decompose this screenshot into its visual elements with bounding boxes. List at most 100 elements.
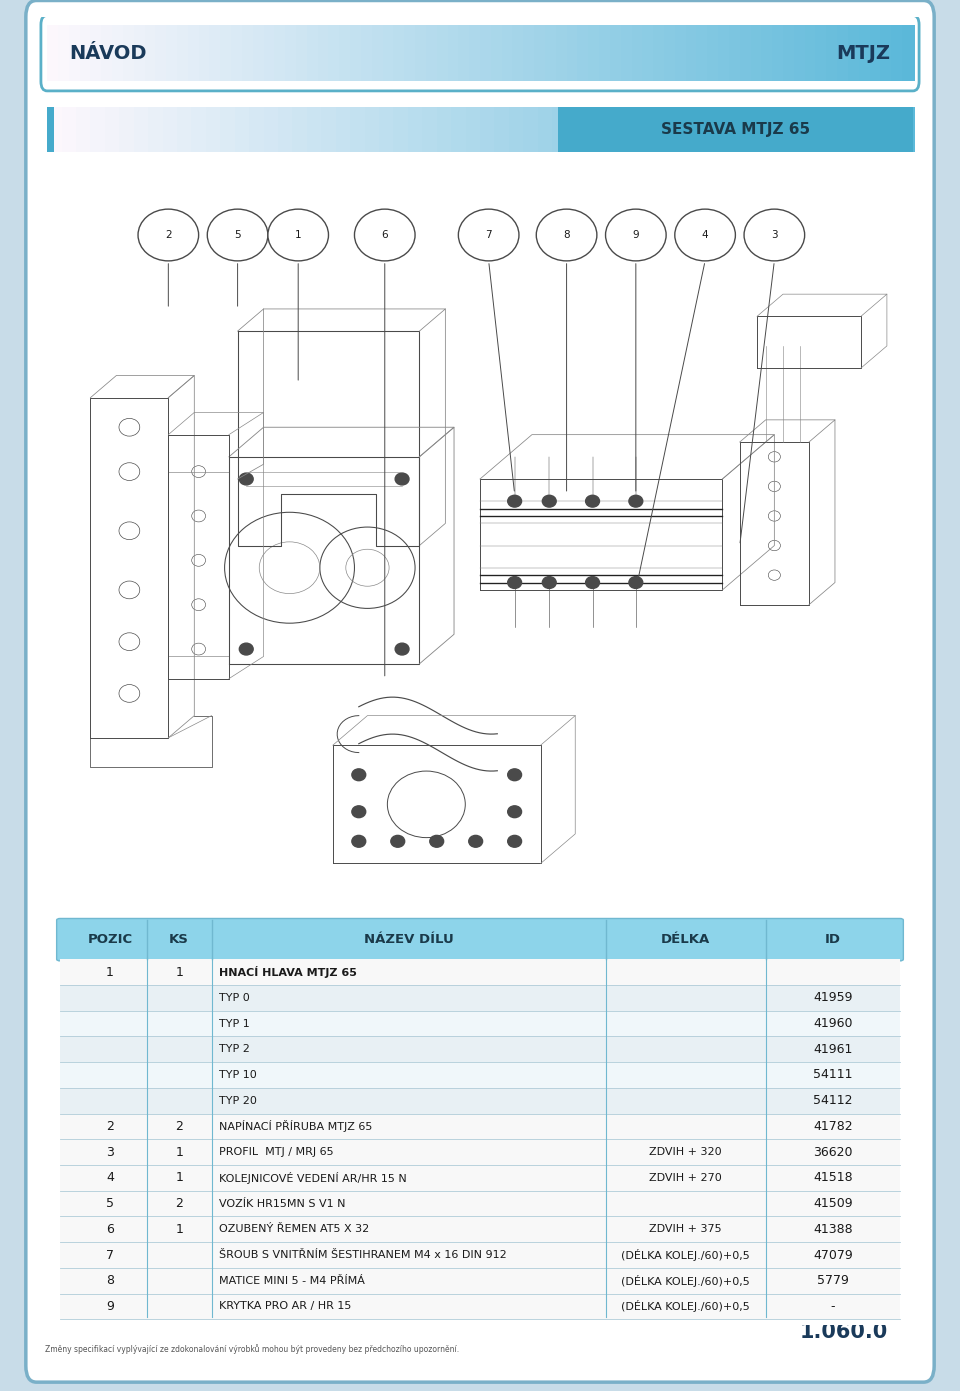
Text: ZDVIH + 320: ZDVIH + 320 <box>649 1148 722 1157</box>
Bar <box>804 25 817 82</box>
Text: 5: 5 <box>106 1198 114 1210</box>
Bar <box>293 107 308 152</box>
Text: KRYTKA PRO AR / HR 15: KRYTKA PRO AR / HR 15 <box>219 1302 351 1312</box>
Text: POZIC: POZIC <box>87 933 132 946</box>
Text: 3: 3 <box>771 230 778 241</box>
Circle shape <box>542 577 556 588</box>
Bar <box>61 107 78 152</box>
Text: 6: 6 <box>106 1223 114 1235</box>
Circle shape <box>239 643 253 655</box>
FancyBboxPatch shape <box>35 908 925 1331</box>
Bar <box>264 107 279 152</box>
Bar <box>815 25 828 82</box>
Bar <box>523 25 536 82</box>
Bar <box>599 25 612 82</box>
Bar <box>278 107 294 152</box>
Text: 8: 8 <box>106 1274 114 1287</box>
Text: 54112: 54112 <box>813 1095 852 1107</box>
Bar <box>234 107 251 152</box>
Circle shape <box>468 836 483 847</box>
Text: SESTAVA MTJZ 65: SESTAVA MTJZ 65 <box>660 122 810 136</box>
Bar <box>837 25 850 82</box>
Text: 3: 3 <box>106 1146 114 1159</box>
Bar <box>726 107 741 152</box>
Circle shape <box>396 643 409 655</box>
Bar <box>642 25 655 82</box>
Text: 41959: 41959 <box>813 992 852 1004</box>
Bar <box>394 107 410 152</box>
Bar <box>653 107 669 152</box>
Bar <box>588 25 601 82</box>
Text: 2: 2 <box>176 1198 183 1210</box>
Text: VOZÍK HR15MN S V1 N: VOZÍK HR15MN S V1 N <box>219 1199 345 1209</box>
Bar <box>523 107 540 152</box>
Circle shape <box>352 836 366 847</box>
Bar <box>220 25 233 82</box>
Bar <box>350 25 363 82</box>
Bar <box>502 25 515 82</box>
Bar <box>451 107 468 152</box>
Bar <box>60 985 900 1011</box>
Bar <box>133 107 150 152</box>
Text: 2: 2 <box>176 1120 183 1132</box>
Bar <box>336 107 352 152</box>
Bar <box>191 107 207 152</box>
Text: 2: 2 <box>106 1120 114 1132</box>
Bar <box>902 25 915 82</box>
Bar <box>47 107 54 152</box>
Bar <box>60 1267 900 1294</box>
Bar <box>685 25 698 82</box>
Bar <box>148 107 164 152</box>
Bar <box>209 25 222 82</box>
Bar <box>729 25 741 82</box>
Text: 1: 1 <box>176 965 183 979</box>
Bar <box>318 25 330 82</box>
Bar <box>891 25 903 82</box>
Circle shape <box>508 836 521 847</box>
Text: 7: 7 <box>106 1249 114 1262</box>
Bar <box>307 107 324 152</box>
Text: TYP 0: TYP 0 <box>219 993 250 1003</box>
Bar <box>447 25 460 82</box>
Bar <box>415 25 427 82</box>
Bar <box>480 25 492 82</box>
Bar <box>884 107 900 152</box>
Text: -: - <box>830 1301 835 1313</box>
Bar <box>798 107 814 152</box>
Text: NÁZEV DÍLU: NÁZEV DÍLU <box>364 933 453 946</box>
Bar <box>264 25 276 82</box>
Bar <box>60 960 900 985</box>
Bar <box>60 1216 900 1242</box>
Bar <box>145 25 157 82</box>
Text: 5779: 5779 <box>817 1274 849 1287</box>
FancyBboxPatch shape <box>57 918 903 961</box>
Bar <box>205 107 222 152</box>
Bar <box>58 25 70 82</box>
Bar <box>710 107 727 152</box>
Text: DÉLKA: DÉLKA <box>661 933 710 946</box>
Bar <box>632 25 644 82</box>
Text: 9: 9 <box>106 1301 114 1313</box>
Circle shape <box>268 209 328 262</box>
Text: 4: 4 <box>106 1171 114 1184</box>
Bar <box>105 107 121 152</box>
Circle shape <box>354 209 415 262</box>
Circle shape <box>629 577 643 588</box>
Bar <box>339 25 352 82</box>
Bar <box>545 25 558 82</box>
Text: 1: 1 <box>106 965 114 979</box>
Bar <box>621 25 634 82</box>
Bar <box>624 107 640 152</box>
Bar <box>509 107 525 152</box>
Bar <box>372 25 384 82</box>
Bar <box>610 107 626 152</box>
Text: H: H <box>707 1303 726 1327</box>
Bar <box>379 107 396 152</box>
Bar <box>361 25 373 82</box>
Bar <box>696 25 709 82</box>
Circle shape <box>542 495 556 508</box>
Text: 41782: 41782 <box>813 1120 852 1132</box>
Bar <box>480 107 496 152</box>
Bar <box>458 25 471 82</box>
Text: TYP 2: TYP 2 <box>219 1045 250 1054</box>
